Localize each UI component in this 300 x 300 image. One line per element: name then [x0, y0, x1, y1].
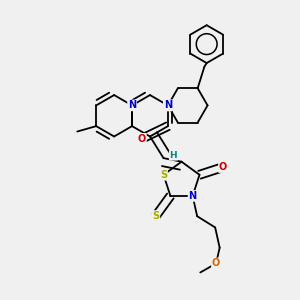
Text: N: N	[128, 100, 136, 110]
Text: N: N	[164, 100, 172, 110]
Text: O: O	[219, 162, 227, 172]
Text: N: N	[164, 100, 172, 110]
Text: S: S	[160, 170, 167, 180]
Text: S: S	[152, 211, 159, 221]
Text: H: H	[169, 151, 177, 160]
Text: O: O	[212, 259, 220, 269]
Text: O: O	[138, 134, 146, 144]
Text: N: N	[189, 191, 197, 201]
